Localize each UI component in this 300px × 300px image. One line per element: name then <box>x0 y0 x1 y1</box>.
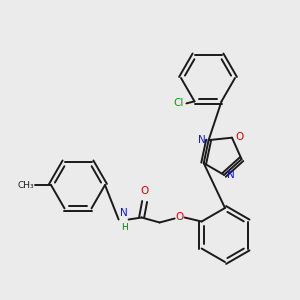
Text: O: O <box>176 212 184 223</box>
Text: H: H <box>121 224 128 232</box>
Text: O: O <box>235 132 243 142</box>
Text: O: O <box>140 187 149 196</box>
Text: N: N <box>120 208 128 218</box>
Text: N: N <box>227 170 235 180</box>
Text: N: N <box>198 135 206 145</box>
Text: Cl: Cl <box>173 98 184 108</box>
Text: CH₃: CH₃ <box>17 181 34 190</box>
